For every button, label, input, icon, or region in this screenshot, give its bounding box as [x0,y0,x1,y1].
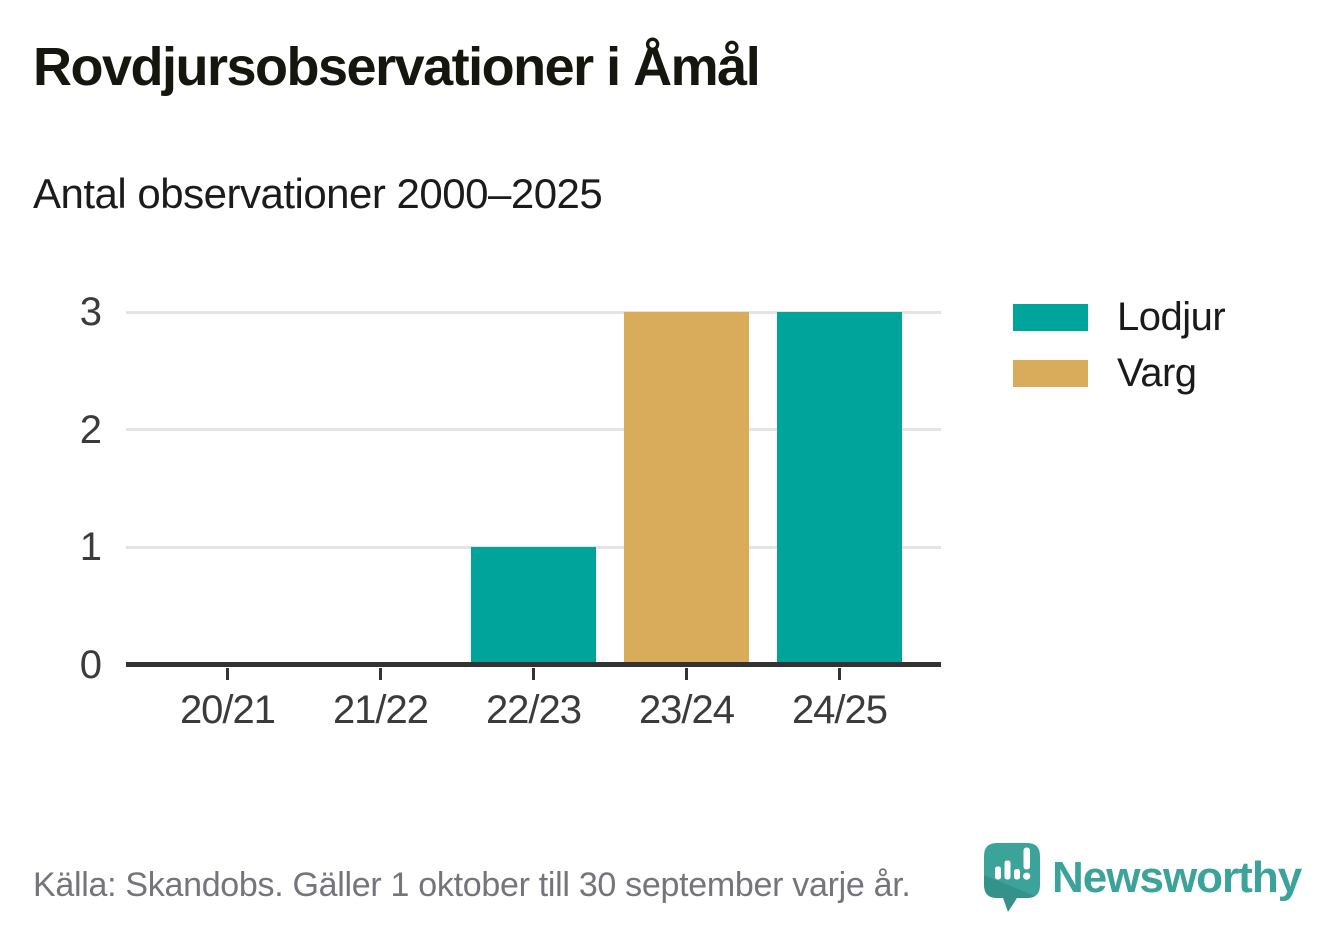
x-tick-label-20/21: 20/21 [179,688,276,732]
legend-item-varg: Varg [1013,345,1225,401]
x-tick-23/24 [685,668,688,680]
bar-22/23-lodjur [471,547,596,665]
source-attribution: Källa: Skandobs. Gäller 1 oktober till 3… [33,866,911,904]
x-tick-label-23/24: 23/24 [638,688,735,732]
y-tick-label-1: 1 [79,525,102,570]
chart-legend: Lodjur Varg [1013,289,1226,401]
x-tick-label-21/22: 21/22 [332,688,429,732]
newsworthy-logo-icon [984,843,1040,912]
x-tick-22/23 [532,668,535,680]
gridline-y1 [126,545,941,549]
y-tick-label-2: 2 [79,407,102,452]
y-tick-label-3: 3 [79,290,102,334]
legend-swatch-varg [1013,359,1088,387]
plot-area: 0 1 2 3 20/21 21/22 22/23 23/24 24/25 [80,290,941,732]
legend-label-varg: Varg [1117,350,1197,395]
newsworthy-brand: Newsworthy [984,841,1302,915]
legend-swatch-lodjur [1013,303,1088,331]
legend-item-lodjur: Lodjur [1013,289,1226,345]
chart-subtitle: Antal observationer 2000–2025 [33,170,603,217]
gridline-y2 [126,428,941,432]
x-tick-label-24/25: 24/25 [791,688,888,732]
x-tick-label-22/23: 22/23 [485,688,582,732]
x-tick-20/21 [226,668,229,680]
gridline-y3 [126,310,941,314]
bar-23/24-varg [624,312,749,665]
x-axis-line [126,662,941,667]
bar-24/25-lodjur [777,312,902,665]
x-tick-21/22 [379,668,382,680]
x-tick-24/25 [838,668,841,680]
y-tick-label-0: 0 [79,643,102,687]
brand-wordmark: Newsworthy [1052,853,1302,902]
page-title: Rovdjursobservationer i Åmål [33,37,761,97]
legend-label-lodjur: Lodjur [1117,294,1226,339]
